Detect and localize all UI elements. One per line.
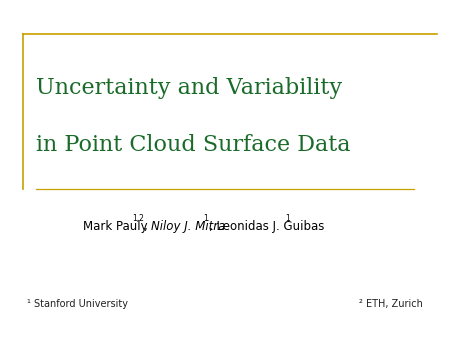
Text: in Point Cloud Surface Data: in Point Cloud Surface Data — [36, 134, 351, 156]
Text: 1: 1 — [285, 214, 290, 222]
Text: Mark Pauly: Mark Pauly — [83, 220, 148, 233]
Text: Niloy J. Mitra: Niloy J. Mitra — [151, 220, 225, 233]
Text: , Leonidas J. Guibas: , Leonidas J. Guibas — [209, 220, 324, 233]
Text: ¹ Stanford University: ¹ Stanford University — [27, 299, 128, 309]
Text: Uncertainty and Variability: Uncertainty and Variability — [36, 77, 342, 99]
Text: 1: 1 — [203, 214, 208, 222]
Text: 1,2: 1,2 — [132, 214, 144, 222]
Text: ,: , — [144, 220, 152, 233]
Text: ² ETH, Zurich: ² ETH, Zurich — [359, 299, 423, 309]
